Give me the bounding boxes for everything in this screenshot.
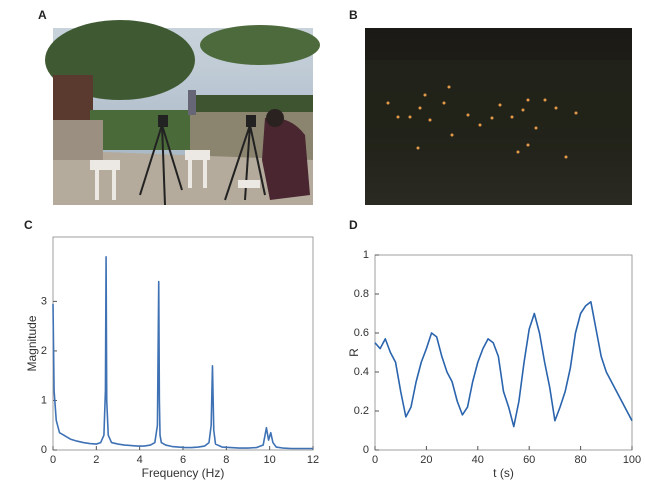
x-tick-label: 10: [264, 454, 276, 466]
panel-label: B: [349, 8, 358, 22]
panel-label: D: [349, 218, 358, 232]
x-tick-label: 0: [372, 454, 378, 466]
x-tick-label: 8: [223, 454, 229, 466]
y-tick-label: 3: [41, 295, 47, 307]
y-tick-label: 0.8: [354, 288, 369, 300]
panel-label: C: [24, 218, 33, 232]
x-tick-label: 0: [50, 454, 56, 466]
y-tick-label: 1: [363, 249, 369, 261]
plot-frame: [374, 254, 633, 451]
x-axis-label: t (s): [493, 466, 514, 480]
y-tick-label: 0.2: [354, 405, 369, 417]
y-tick-label: 0.4: [354, 366, 369, 378]
x-tick-label: 4: [137, 454, 143, 466]
y-tick-label: 1: [41, 394, 47, 406]
x-tick-label: 60: [523, 454, 535, 466]
x-tick-label: 100: [623, 454, 641, 466]
data-line: [52, 256, 313, 450]
x-tick-label: 20: [420, 454, 432, 466]
photo-a: [45, 20, 320, 206]
x-tick-label: 2: [93, 454, 99, 466]
x-tick-label: 6: [180, 454, 186, 466]
panel-label: A: [38, 8, 47, 22]
x-tick-label: 12: [307, 454, 319, 466]
plot-frame: [52, 236, 314, 451]
x-tick-label: 80: [574, 454, 586, 466]
y-tick-label: 0.6: [354, 327, 369, 339]
y-axis-label: Magnitude: [25, 315, 39, 371]
y-tick-label: 2: [41, 345, 47, 357]
y-axis-label: R: [347, 348, 361, 357]
data-line: [374, 301, 633, 428]
photo-b: [365, 28, 632, 205]
x-tick-label: 40: [472, 454, 484, 466]
x-axis-label: Frequency (Hz): [142, 466, 225, 480]
y-tick-label: 0: [41, 444, 47, 456]
y-tick-label: 0: [363, 444, 369, 456]
